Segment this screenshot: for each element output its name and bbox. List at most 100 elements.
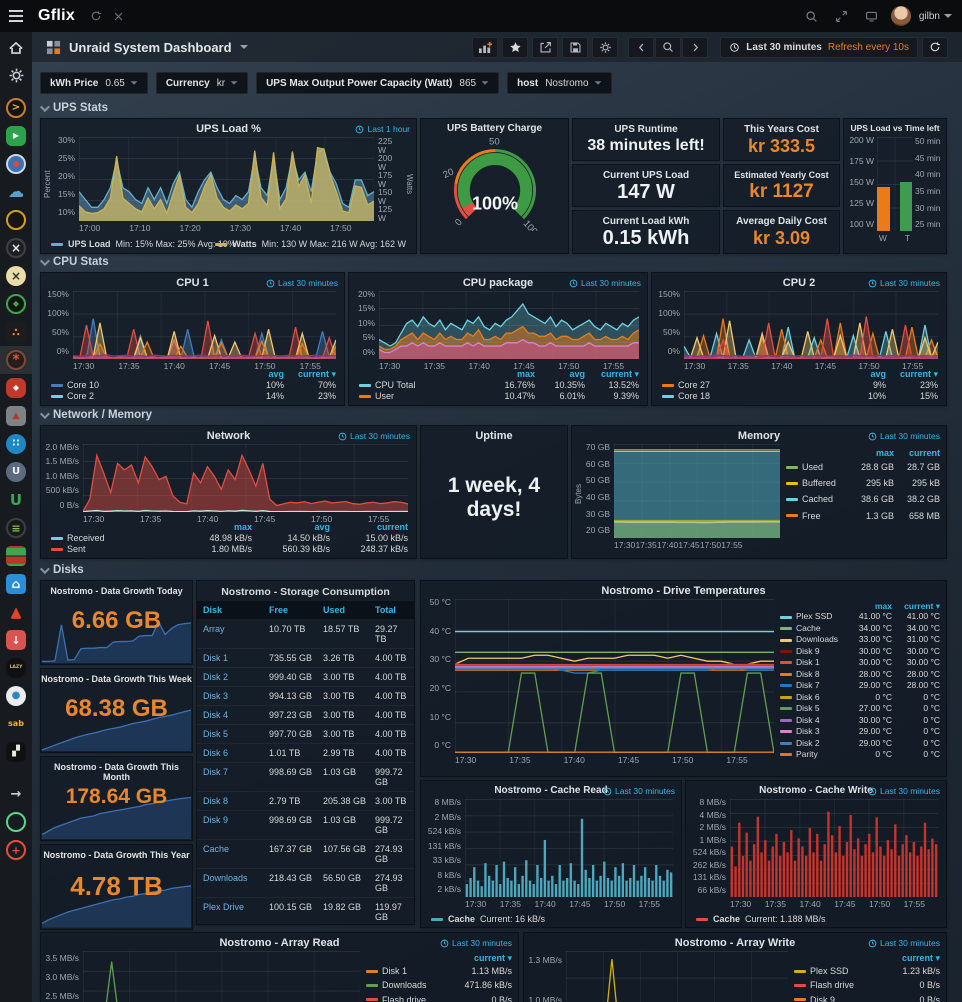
sidebar-app-item[interactable]: ∷ [0, 430, 32, 458]
menu-icon[interactable] [0, 0, 32, 32]
sidebar-app-item[interactable]: ● [0, 150, 32, 178]
sidebar-app-item[interactable]: ↓ [0, 626, 32, 654]
chart-cache-read[interactable] [465, 799, 673, 897]
sidebar-app-item[interactable]: * [0, 346, 32, 374]
legend-series[interactable]: Disk 8 [780, 669, 844, 680]
legend-series[interactable]: Cache [448, 914, 476, 924]
sidebar-app-item[interactable]: ▞ [0, 738, 32, 766]
section-netmem[interactable]: Network / Memory [39, 408, 152, 421]
star-button[interactable] [502, 36, 529, 58]
panel-title[interactable]: CPU package [462, 277, 534, 289]
sidebar-app-item[interactable]: × [0, 234, 32, 262]
panel-title[interactable]: CPU 2 [782, 277, 816, 289]
legend-series[interactable]: Flash drive [794, 978, 874, 992]
share-button[interactable] [532, 36, 559, 58]
legend-series[interactable]: Cached [786, 491, 848, 507]
sidebar-app-item[interactable]: > [0, 94, 32, 122]
cycle-dashboards-icon[interactable] [85, 5, 107, 27]
legend-series[interactable]: Disk 1 [780, 657, 844, 668]
legend-series[interactable]: Core 27 [662, 380, 836, 391]
time-back-button[interactable] [628, 36, 655, 58]
legend-series[interactable]: Plex SSD [780, 611, 844, 622]
sidebar-app-item[interactable]: ▶ [0, 122, 32, 150]
time-forward-button[interactable] [682, 36, 709, 58]
legend-series[interactable]: Sent [51, 544, 182, 555]
legend-series[interactable]: Cache [780, 623, 844, 634]
app-logo[interactable]: Gflix [38, 7, 76, 24]
stat-title[interactable]: Nostromo - Data Growth This Month [53, 762, 179, 782]
variable-chip[interactable]: host Nostromo [507, 72, 612, 94]
sidebar-app-item[interactable]: U [0, 458, 32, 486]
chart-cache-write[interactable] [730, 799, 938, 897]
user-menu[interactable]: gilbn [919, 11, 952, 22]
legend-series[interactable]: Core 2 [51, 391, 234, 402]
section-ups[interactable]: UPS Stats [39, 101, 108, 114]
chart-network[interactable] [83, 444, 408, 512]
panel-title[interactable]: Nostromo - Array Write [674, 937, 796, 949]
section-disks[interactable]: Disks [39, 563, 84, 576]
gear-icon[interactable] [8, 67, 25, 84]
refresh-button[interactable] [922, 36, 948, 58]
sidebar-app-item[interactable]: ⌂ [0, 570, 32, 598]
fullscreen-icon[interactable] [831, 5, 853, 27]
legend-series[interactable]: User [359, 391, 483, 402]
legend-series[interactable]: Disk 3 [780, 726, 844, 737]
sidebar-app-item[interactable]: × [0, 262, 32, 290]
legend-series[interactable]: UPS Load [68, 239, 111, 249]
panel-title[interactable]: Nostromo - Storage Consumption [221, 586, 390, 598]
stat-title[interactable]: Estimated Yearly Cost [734, 170, 829, 180]
legend-series[interactable]: Watts [232, 239, 257, 249]
sidebar-app-item[interactable] [0, 206, 32, 234]
stat-title[interactable]: Average Daily Cost [736, 216, 827, 227]
panel-title[interactable]: Nostromo - Cache Write [759, 785, 873, 796]
save-button[interactable] [562, 36, 589, 58]
legend-series[interactable]: Flash drive [366, 993, 446, 1002]
panel-title[interactable]: CPU 1 [176, 277, 209, 289]
chart-ups-load[interactable] [79, 137, 374, 221]
panel-title[interactable]: UPS Load % [196, 123, 261, 135]
chart-cpu2[interactable] [684, 291, 938, 359]
legend-series[interactable]: Core 18 [662, 391, 836, 402]
panel-title[interactable]: UPS Battery Charge [446, 123, 543, 134]
section-cpu[interactable]: CPU Stats [39, 255, 109, 268]
legend-series[interactable]: Used [786, 459, 848, 475]
panel-title[interactable]: Nostromo - Array Read [219, 937, 340, 949]
legend-series[interactable]: Disk 9 [794, 993, 874, 1002]
search-icon[interactable] [801, 5, 823, 27]
legend-series[interactable]: Downloads [780, 634, 844, 645]
sidebar-app-item[interactable]: ◆ [0, 374, 32, 402]
chart-cpu1[interactable] [73, 291, 336, 359]
variable-chip[interactable]: kWh Price 0.65 [40, 72, 148, 94]
variable-chip[interactable]: UPS Max Output Power Capacity (Watt) 865 [256, 72, 500, 94]
legend-series[interactable]: Buffered [786, 475, 848, 491]
bar[interactable] [877, 186, 890, 231]
zoom-out-button[interactable] [655, 36, 682, 58]
time-range-picker[interactable]: Last 30 minutes Refresh every 10s [720, 36, 918, 58]
legend-series[interactable]: Disk 6 [780, 692, 844, 703]
legend-series[interactable]: Received [51, 533, 182, 544]
sidebar-app-item[interactable]: LAZY [0, 654, 32, 682]
chart-array-write[interactable] [566, 951, 788, 1002]
stat-title[interactable]: This Years Cost [744, 124, 819, 135]
chart-drive-temps[interactable] [455, 599, 774, 753]
close-playlist-icon[interactable] [107, 5, 129, 27]
legend-series[interactable]: Plex SSD [794, 964, 874, 978]
panel-title[interactable]: Nostromo - Drive Temperatures [601, 585, 766, 597]
stat-title[interactable]: Nostromo - Data Growth This Year [43, 850, 190, 860]
sidebar-app-item[interactable]: + [0, 836, 32, 864]
sidebar-app-item[interactable]: ● [0, 682, 32, 710]
variable-chip[interactable]: Currency kr [155, 72, 249, 94]
sidebar-app-item[interactable]: ◆ [0, 290, 32, 318]
home-icon[interactable] [7, 39, 25, 57]
sidebar-app-item[interactable]: ▲ [0, 598, 32, 626]
sidebar-app-item[interactable]: sab [0, 710, 32, 738]
panel-title[interactable]: UPS Load vs Time left [850, 123, 940, 133]
legend-series[interactable]: Downloads [366, 978, 446, 992]
stat-title[interactable]: Current Load kWh [602, 216, 690, 227]
tv-mode-icon[interactable] [861, 5, 883, 27]
legend-series[interactable]: Disk 5 [780, 703, 844, 714]
panel-title[interactable]: Nostromo - Cache Read [494, 785, 608, 796]
add-panel-button[interactable] [472, 36, 499, 58]
legend-series[interactable]: Disk 7 [780, 680, 844, 691]
stat-title[interactable]: Nostromo - Data Growth Today [50, 586, 183, 596]
